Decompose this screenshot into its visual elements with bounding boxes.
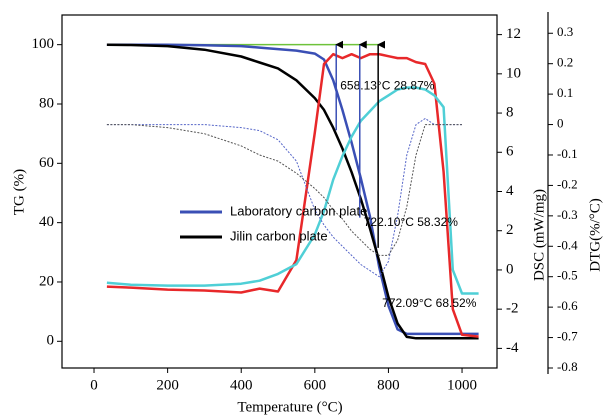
series-line [106,43,479,340]
y3-tick-label: -0.2 [557,176,578,191]
series-line [106,86,479,295]
y-tick-label: 40 [39,214,54,230]
annotation-text: 772.09°C 68.52% [382,296,477,310]
y2-tick-label: -2 [506,301,519,317]
x-tick-label: 200 [156,377,179,393]
y-tick-label: 100 [32,36,55,52]
y3-tick-label: 0 [557,116,564,131]
x-tick-label: 1000 [447,377,477,393]
y2-tick-label: 4 [506,183,514,199]
legend-label: Laboratory carbon plate [230,203,367,218]
x-tick-label: 600 [304,377,327,393]
series-line [106,118,462,278]
legend-label: Jilin carbon plate [230,228,328,243]
y-tick-label: 0 [47,333,55,349]
y3-axis-title: DTG(%/°C) [587,198,603,271]
x-tick-label: 0 [90,377,98,393]
y2-tick-label: 10 [506,65,521,81]
annotation-text: 658.13°C 28.87% [340,78,435,92]
y3-tick-label: -0.4 [557,237,578,252]
y3-tick-label: -0.5 [557,268,578,283]
y2-tick-label: -4 [506,340,519,356]
y3-tick-label: -0.6 [557,298,578,313]
x-tick-label: 800 [377,377,400,393]
y2-tick-label: 0 [506,261,514,277]
y3-tick-label: 0.2 [557,55,573,70]
y-tick-label: 20 [39,273,54,289]
y3-tick-label: -0.1 [557,146,578,161]
y-axis-title: TG (%) [11,169,27,215]
x-tick-label: 400 [230,377,253,393]
series-line [106,124,462,256]
y2-tick-label: 12 [506,26,521,42]
series-line [106,52,479,338]
y3-tick-label: -0.3 [557,207,578,222]
y3-tick-label: 0.1 [557,85,573,100]
y3-tick-label: -0.7 [557,329,578,344]
y2-axis-title: DSC (mW/mg) [531,189,547,281]
series-line [106,43,479,336]
y-tick-label: 60 [39,155,54,171]
x-axis-title: Temperature (°C) [237,399,342,415]
annotation-text: 722.10°C 58.32% [364,215,459,229]
y-tick-label: 80 [39,95,54,111]
y2-tick-label: 2 [506,222,514,238]
y2-tick-label: 6 [506,144,514,160]
y3-tick-label: -0.8 [557,359,578,374]
y3-tick-label: 0.3 [557,24,573,39]
y2-tick-label: 8 [506,104,514,120]
